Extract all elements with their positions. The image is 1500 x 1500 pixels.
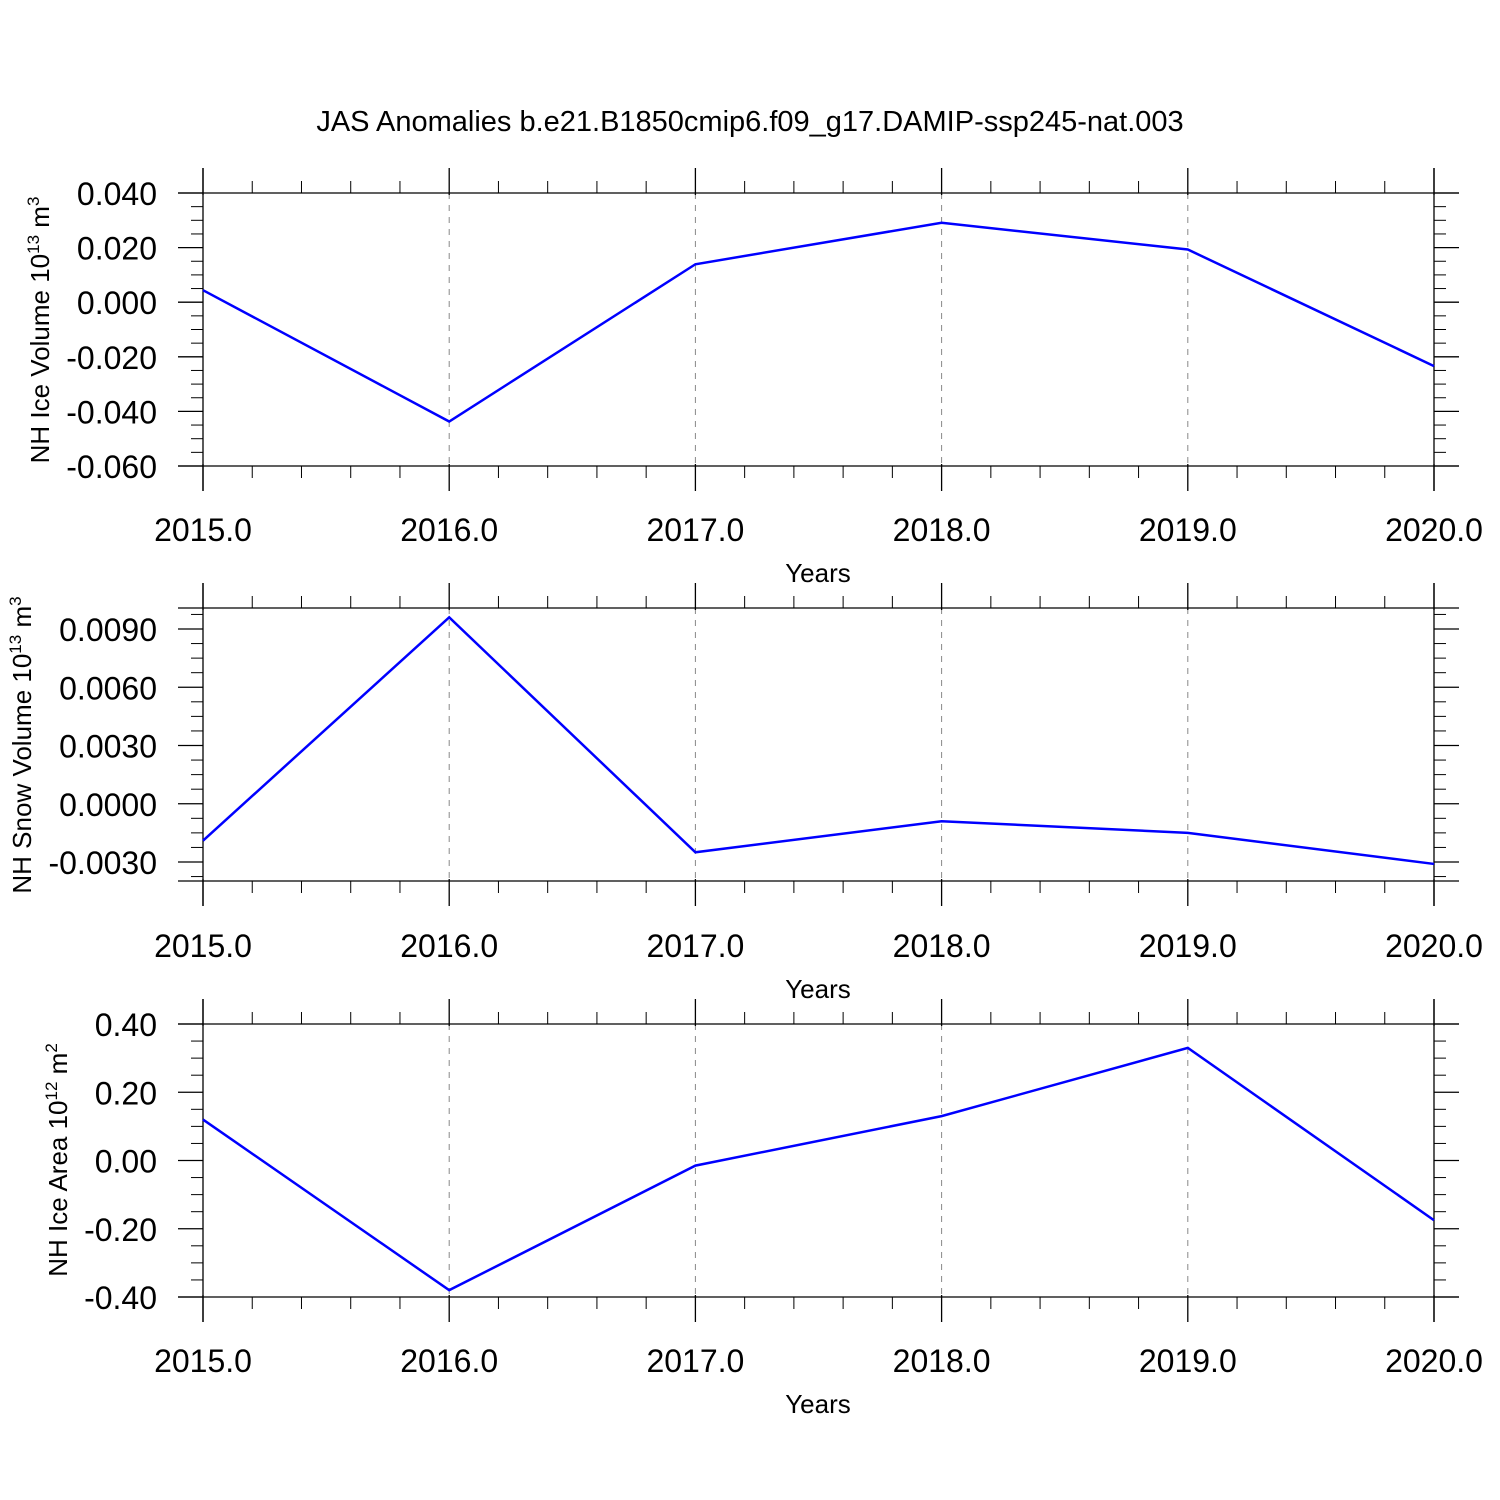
y-tick-label: -0.20	[84, 1212, 157, 1248]
y-tick-label: 0.020	[77, 231, 157, 267]
x-tick-label: 2019.0	[1139, 928, 1237, 964]
y-axis-title-superscript: 3	[24, 197, 43, 206]
panel-3: 2015.0 2016.0 2017.0 2018.0 2019.0 2020.0 Year…	[42, 999, 1483, 1419]
x-tick-label: 2015.0	[154, 512, 252, 548]
y-tick-label: 0.0030	[59, 729, 157, 765]
x-tick-label: 2018.0	[893, 928, 991, 964]
series-line	[202, 1046, 1435, 1292]
y-axis-title-superscript: 3	[6, 596, 25, 605]
x-tick-label: 2019.0	[1139, 1343, 1237, 1379]
y-tick-label: -0.060	[66, 449, 157, 485]
y-tick-label: 0.0060	[59, 670, 157, 706]
series-line	[202, 221, 1435, 423]
y-axis-title-part: NH Ice Volume 10	[25, 254, 55, 464]
x-axis-title: Years	[785, 974, 851, 1004]
series-line	[202, 615, 1435, 866]
x-tick-label: 2020.0	[1385, 928, 1483, 964]
y-tick-label: 0.000	[77, 285, 157, 321]
y-tick-label: 0.40	[95, 1007, 157, 1043]
y-tick-label: 0.00	[95, 1144, 157, 1180]
x-tick-label: 2017.0	[646, 512, 744, 548]
panels-container: 2015.0 2016.0 2017.0 2018.0 2019.0 2020.0 Year…	[6, 168, 1483, 1419]
y-tick-label: 0.0090	[59, 612, 157, 648]
y-axis-title: NH Snow Volume 1013 m3	[6, 596, 37, 893]
panel-1: 2015.0 2016.0 2017.0 2018.0 2019.0 2020.0 Year…	[24, 168, 1483, 588]
y-tick-label: -0.040	[66, 394, 157, 430]
y-axis-title-part: NH Ice Area 10	[43, 1100, 73, 1276]
x-axis-title: Years	[785, 1389, 851, 1419]
y-axis-title: NH Ice Area 1012 m2	[42, 1043, 73, 1277]
y-tick-label: -0.0030	[48, 845, 157, 881]
y-tick-label: 0.20	[95, 1075, 157, 1111]
x-tick-label: 2017.0	[646, 1343, 744, 1379]
x-tick-label: 2015.0	[154, 1343, 252, 1379]
y-tick-label: 0.0000	[59, 787, 157, 823]
x-axis-title: Years	[785, 558, 851, 588]
x-tick-label: 2018.0	[893, 1343, 991, 1379]
x-tick-label: 2020.0	[1385, 512, 1483, 548]
y-axis-title-superscript: 2	[42, 1043, 61, 1052]
y-tick-label: 0.040	[77, 176, 157, 212]
figure-title: JAS Anomalies b.e21.B1850cmip6.f09_g17.D…	[316, 106, 1183, 138]
x-tick-label: 2017.0	[646, 928, 744, 964]
y-tick-label: -0.020	[66, 340, 157, 376]
x-tick-label: 2020.0	[1385, 1343, 1483, 1379]
y-axis-title-superscript: 12	[42, 1082, 61, 1101]
x-tick-label: 2016.0	[400, 512, 498, 548]
x-tick-label: 2018.0	[893, 512, 991, 548]
y-axis-title: NH Ice Volume 1013 m3	[24, 197, 55, 464]
y-axis-title-part: NH Snow Volume 10	[7, 654, 37, 894]
x-tick-label: 2016.0	[400, 1343, 498, 1379]
y-axis-title-superscript: 13	[24, 235, 43, 254]
y-axis-title-part: m	[7, 606, 37, 635]
x-tick-label: 2019.0	[1139, 512, 1237, 548]
panel-2: 2015.0 2016.0 2017.0 2018.0 2019.0 2020.0 Year…	[6, 583, 1483, 1004]
y-axis-title-part: m	[25, 206, 55, 235]
x-tick-label: 2016.0	[400, 928, 498, 964]
y-axis-title-part: m	[43, 1053, 73, 1082]
y-axis-title-superscript: 13	[6, 635, 25, 654]
x-tick-label: 2015.0	[154, 928, 252, 964]
y-tick-label: -0.40	[84, 1280, 157, 1316]
